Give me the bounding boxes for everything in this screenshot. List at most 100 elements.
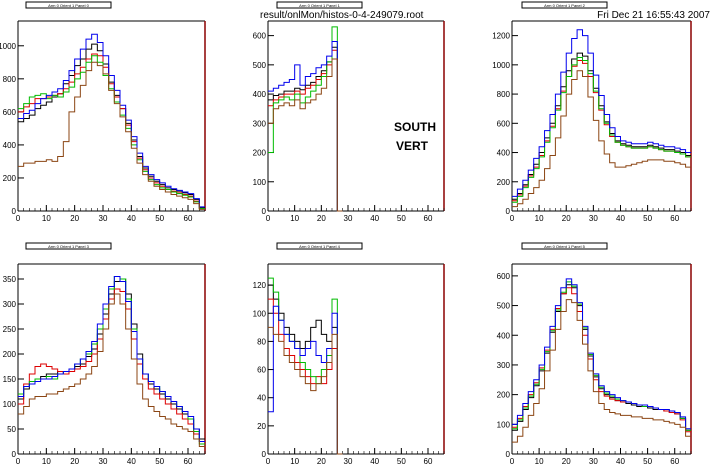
- x-tick-label: 30: [99, 457, 108, 464]
- x-tick-label: 30: [589, 457, 598, 464]
- series-blue: [268, 305, 343, 455]
- series-red: [268, 298, 343, 455]
- series-green: [268, 26, 343, 212]
- y-tick-label: 0: [12, 450, 17, 459]
- y-tick-label: 100: [3, 400, 17, 409]
- y-tick-label: 150: [3, 375, 17, 384]
- chart-panel-4: Arm 0 Orient 1 Panel 4 0 10 20 30 40 50 60 0 20 40…: [253, 242, 445, 464]
- y-tick-label: 200: [253, 149, 267, 158]
- panel-title: Arm 0 Orient 1 Panel 4: [299, 244, 340, 249]
- panel-title: Arm 0 Orient 1 Panel 0: [48, 3, 89, 8]
- series-green: [18, 276, 205, 445]
- y-tick-label: 100: [253, 309, 267, 318]
- x-tick-label: 10: [290, 457, 299, 464]
- series-black: [512, 284, 691, 431]
- x-tick-label: 20: [562, 457, 571, 464]
- y-tick-label: 0: [506, 450, 511, 459]
- panel-title: Arm 0 Orient 1 Panel 1: [299, 3, 340, 8]
- x-tick-label: 0: [16, 457, 21, 464]
- x-tick-label: 50: [397, 214, 406, 223]
- series-red: [18, 288, 205, 442]
- y-tick-label: 800: [3, 75, 17, 84]
- y-tick-label: 120: [253, 281, 267, 290]
- panel-title: Arm 0 Orient 1 Panel 5: [544, 244, 585, 249]
- y-tick-label: 600: [497, 272, 511, 281]
- panel-title-box: [276, 1, 363, 9]
- y-tick-label: 300: [497, 361, 511, 370]
- y-tick-label: 20: [257, 422, 266, 431]
- date-time: Fri Dec 21 16:55:43 2007: [597, 10, 710, 21]
- y-tick-label: 300: [253, 119, 267, 128]
- y-tick-label: 1000: [0, 42, 17, 51]
- x-tick-label: 60: [424, 214, 433, 223]
- series-green: [512, 281, 691, 431]
- label-vert: VERT: [396, 139, 429, 153]
- x-tick-label: 30: [344, 214, 353, 223]
- series-black: [18, 278, 205, 440]
- series-green: [18, 55, 205, 210]
- x-tick-label: 60: [670, 214, 679, 223]
- x-tick-label: 10: [42, 214, 51, 223]
- series-green: [268, 277, 343, 455]
- x-tick-label: 20: [562, 214, 571, 223]
- x-tick-label: 10: [535, 214, 544, 223]
- x-tick-label: 20: [70, 214, 79, 223]
- x-tick-label: 40: [127, 214, 136, 223]
- panel-title: Arm 0 Orient 1 Panel 3: [48, 244, 89, 249]
- y-tick-label: 0: [506, 207, 511, 216]
- y-tick-label: 200: [497, 391, 511, 400]
- y-tick-label: 600: [3, 108, 17, 117]
- series-brown: [18, 293, 205, 447]
- series-brown: [18, 61, 205, 210]
- x-tick-label: 10: [535, 457, 544, 464]
- x-tick-label: 30: [99, 214, 108, 223]
- series-blue: [512, 278, 691, 430]
- x-tick-label: 30: [589, 214, 598, 223]
- series-blue: [18, 33, 205, 208]
- y-tick-label: 250: [3, 325, 17, 334]
- series-blue: [512, 29, 691, 197]
- y-tick-label: 800: [497, 90, 511, 99]
- x-tick-label: 30: [344, 457, 353, 464]
- y-tick-label: 400: [253, 90, 267, 99]
- x-tick-label: 50: [397, 457, 406, 464]
- x-tick-label: 0: [510, 214, 515, 223]
- y-tick-label: 300: [3, 300, 17, 309]
- x-tick-label: 0: [510, 457, 515, 464]
- x-tick-label: 60: [424, 457, 433, 464]
- x-tick-label: 40: [616, 457, 625, 464]
- y-tick-label: 350: [3, 275, 17, 284]
- chart-panel-5: Arm 0 Orient 1 Panel 50 10 20 30 40 50 6001002…: [497, 242, 692, 464]
- y-tick-label: 100: [253, 178, 267, 187]
- x-tick-label: 10: [42, 457, 51, 464]
- panel-title-box: [25, 1, 112, 9]
- panel-title-box: [25, 242, 112, 250]
- y-tick-label: 500: [497, 302, 511, 311]
- y-tick-label: 50: [7, 425, 16, 434]
- y-tick-label: 0: [12, 207, 17, 216]
- x-tick-label: 60: [670, 457, 679, 464]
- series-black: [512, 52, 691, 200]
- x-tick-label: 50: [155, 457, 164, 464]
- chart-panel-1: Arm 0 Orient 1 Panel 10 10 20 30 40 50 6001002…: [253, 1, 445, 223]
- series-red: [18, 53, 205, 210]
- panel-title-box: [521, 1, 608, 9]
- series-black: [18, 43, 205, 209]
- y-tick-label: 200: [497, 178, 511, 187]
- y-tick-label: 1000: [492, 61, 510, 70]
- x-tick-label: 20: [317, 214, 326, 223]
- y-tick-label: 40: [257, 394, 266, 403]
- x-tick-label: 40: [370, 457, 379, 464]
- x-tick-label: 20: [317, 457, 326, 464]
- y-tick-label: 0: [262, 207, 267, 216]
- x-tick-label: 60: [184, 214, 193, 223]
- series-brown: [268, 58, 343, 212]
- y-tick-label: 80: [257, 337, 266, 346]
- chart-panel-0: Arm 0 Orient 1 Panel 00 10 20 30 40 50 6002004…: [0, 1, 206, 223]
- y-tick-label: 0: [262, 450, 267, 459]
- panel-title-box: [521, 242, 608, 250]
- y-tick-label: 600: [253, 32, 267, 41]
- x-tick-label: 20: [70, 457, 79, 464]
- file-name: result/onlMon/histos-0-4-249079.root: [260, 10, 424, 21]
- x-tick-label: 0: [266, 457, 271, 464]
